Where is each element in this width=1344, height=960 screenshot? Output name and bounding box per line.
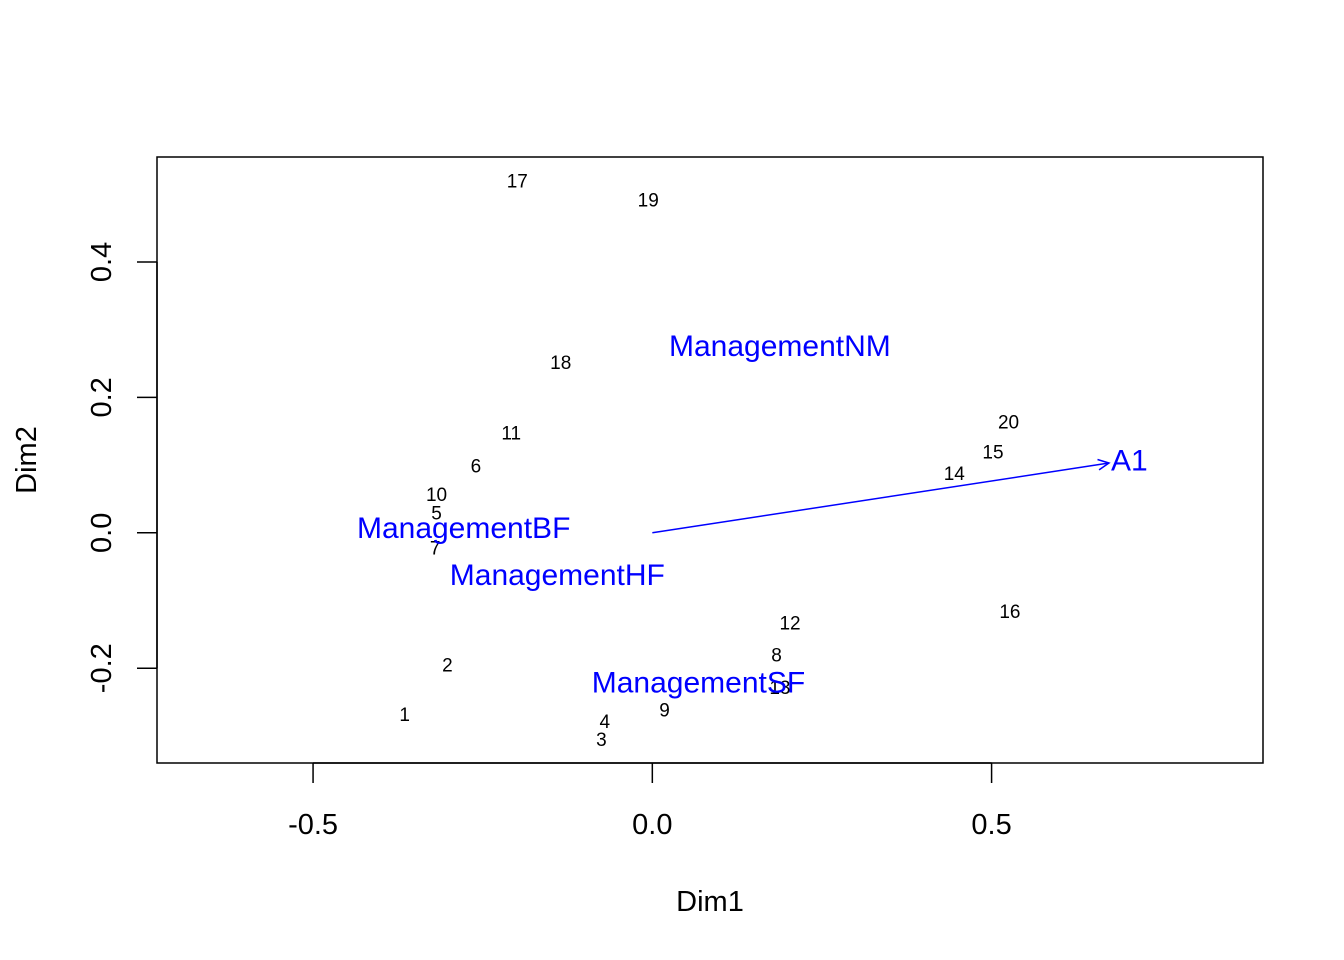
site-label: 12 <box>779 614 800 635</box>
vector-arrow-line <box>652 462 1110 534</box>
factor-label: ManagementBF <box>357 512 570 545</box>
vector-label: A1 <box>1111 445 1148 478</box>
x-tick-label: -0.5 <box>288 809 338 841</box>
y-axis-title: Dim2 <box>11 426 43 494</box>
factor-label: ManagementHF <box>450 559 665 592</box>
site-label: 4 <box>600 712 611 733</box>
vector-arrow-head <box>1097 458 1111 471</box>
site-label: 3 <box>596 730 607 751</box>
x-tick-label: 0.5 <box>971 809 1011 841</box>
site-label: 6 <box>471 457 482 478</box>
y-tick-label: 0.0 <box>86 513 118 553</box>
site-label: 10 <box>426 485 447 506</box>
site-label: 5 <box>431 503 442 524</box>
site-label: 11 <box>501 423 521 444</box>
site-label: 9 <box>659 700 670 721</box>
x-tick-label: 0.0 <box>632 809 672 841</box>
site-label: 20 <box>998 413 1019 434</box>
site-label: 17 <box>507 172 528 193</box>
factor-centroids: ManagementNM ManagementBF ManagementHF Mana… <box>357 330 891 700</box>
site-label: 18 <box>550 353 571 374</box>
x-axis: -0.5 0.0 0.5 <box>288 762 1012 841</box>
x-axis-title: Dim1 <box>676 886 744 918</box>
site-label: 16 <box>999 602 1020 623</box>
y-tick-label: 0.2 <box>86 377 118 417</box>
site-label: 19 <box>638 191 659 212</box>
site-label: 14 <box>944 464 966 485</box>
environmental-vectors: A1 <box>652 445 1148 534</box>
factor-label: ManagementSF <box>592 667 805 700</box>
site-label: 2 <box>442 656 453 677</box>
site-label: 13 <box>769 678 790 699</box>
site-label: 1 <box>399 705 410 726</box>
factor-label: ManagementNM <box>669 330 891 363</box>
site-label: 7 <box>430 539 441 560</box>
y-tick-label: -0.2 <box>86 643 118 693</box>
site-label: 8 <box>771 646 782 667</box>
site-label: 15 <box>982 442 1003 463</box>
y-axis: -0.2 0.0 0.2 0.4 <box>86 242 158 693</box>
y-tick-label: 0.4 <box>86 242 118 282</box>
